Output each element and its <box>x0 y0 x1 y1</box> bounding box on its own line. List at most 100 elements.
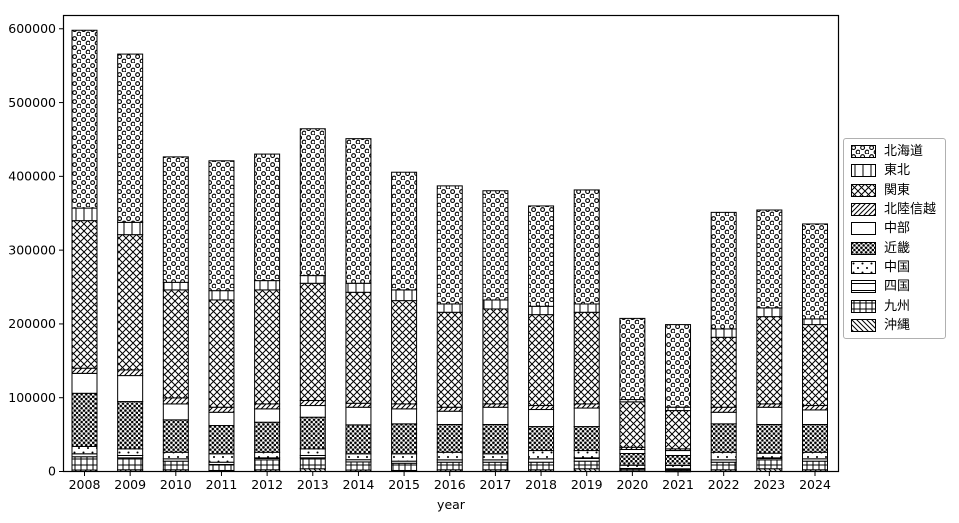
legend-item: 中部 <box>851 219 936 238</box>
bar-segment-2009-近畿 <box>117 401 144 450</box>
bar-segment-2023-関東 <box>756 316 783 405</box>
x-tick-label: 2008 <box>69 477 101 492</box>
legend-label: 中部 <box>884 221 911 237</box>
bar-segment-2018-九州 <box>528 461 555 471</box>
bar-segment-2020-近畿 <box>619 452 646 466</box>
bar-segment-2018-北陸信越 <box>528 405 555 411</box>
legend-item: 中国 <box>851 258 936 277</box>
bar-segment-2024-九州 <box>802 460 828 471</box>
bar-segment-2009-中部 <box>117 375 144 403</box>
bar-segment-2012-中国 <box>254 451 281 459</box>
x-axis-title: year <box>437 497 466 512</box>
bar-segment-2024-中部 <box>802 409 828 425</box>
bar-segment-2016-近畿 <box>436 423 463 453</box>
bar-segment-2014-東北 <box>345 282 372 293</box>
bar-segment-2022-北陸信越 <box>710 406 737 413</box>
axes-group: 2008 2009 2010 2011 2012 2013 2014 2015 2016 2017… <box>8 14 840 512</box>
legend-hatch-swatch <box>851 318 876 332</box>
legend-item: 北陸信越 <box>851 200 936 219</box>
bar-segment-2010-近畿 <box>162 419 189 453</box>
bar-segment-2008-北海道 <box>71 29 98 209</box>
bar-segment-2010-北陸信越 <box>162 397 189 405</box>
legend-label: 北海道 <box>884 144 924 160</box>
bar-segment-2009-中国 <box>117 448 144 456</box>
x-tick-label: 2014 <box>343 477 375 492</box>
bar-segment-2010-中部 <box>162 403 189 421</box>
bar-segment-2008-九州 <box>71 456 98 471</box>
legend-hatch-swatch <box>851 241 876 255</box>
bar-segment-2019-中部 <box>573 407 600 428</box>
bar-segment-2015-東北 <box>391 289 418 302</box>
bar-segment-2012-北陸信越 <box>254 403 281 410</box>
bar-segment-2011-北陸信越 <box>208 406 235 413</box>
bar-segment-2016-九州 <box>436 461 463 471</box>
bar-segment-2023-中国 <box>756 452 783 459</box>
x-tick-label: 2020 <box>616 477 648 492</box>
bar-segment-2021-近畿 <box>665 454 692 467</box>
bar-segment-2009-関東 <box>117 234 144 371</box>
bar-segment-2022-中部 <box>710 411 737 425</box>
bar-segment-2015-近畿 <box>391 423 418 455</box>
bar-segment-2018-関東 <box>528 314 555 407</box>
bar-segment-2023-近畿 <box>756 423 783 454</box>
bar-segment-2008-東北 <box>71 207 98 222</box>
bar-segment-2010-中国 <box>162 451 189 460</box>
bar-segment-2020-中部 <box>619 449 646 454</box>
legend-hatch-swatch <box>851 145 876 159</box>
bar-segment-2016-関東 <box>436 311 463 408</box>
bar-segment-2016-中部 <box>436 410 463 425</box>
bar-segment-2017-中国 <box>482 453 509 461</box>
bar-segment-2011-関東 <box>208 299 235 408</box>
bar-segment-2024-関東 <box>802 324 828 407</box>
legend-hatch-swatch <box>851 280 876 294</box>
x-tick-label: 2012 <box>251 477 283 492</box>
bar-segment-2022-九州 <box>710 461 737 471</box>
bar-segment-2023-東北 <box>756 307 783 318</box>
bar-segment-2021-関東 <box>665 410 692 450</box>
x-tick-label: 2015 <box>388 477 420 492</box>
bar-segment-2021-北海道 <box>665 324 692 408</box>
bar-segment-2018-中国 <box>528 450 555 460</box>
legend-item: 四国 <box>851 277 936 296</box>
plot-border <box>62 14 840 473</box>
bar-segment-2014-近畿 <box>345 424 372 455</box>
bar-segment-2010-東北 <box>162 281 189 291</box>
legend-hatch-swatch <box>851 164 876 178</box>
bar-segment-2022-北海道 <box>710 211 737 330</box>
legend-hatch-swatch <box>851 260 876 274</box>
bar-segment-2012-北海道 <box>254 153 281 282</box>
legend-label: 四国 <box>884 279 911 295</box>
y-tick-label: 400000 <box>8 169 56 184</box>
x-tick-label: 2024 <box>799 477 831 492</box>
x-tick-label: 2011 <box>206 477 238 492</box>
bar-segment-2013-関東 <box>299 282 326 402</box>
legend-item: 関東 <box>851 181 936 200</box>
x-tick-label: 2013 <box>297 477 329 492</box>
bar-segment-2017-九州 <box>482 461 509 471</box>
legend-hatch-swatch <box>851 299 876 313</box>
bar-segment-2024-東北 <box>802 318 828 326</box>
bar-segment-2013-中国 <box>299 448 326 456</box>
bar-segment-2015-北陸信越 <box>391 403 418 410</box>
bar-segment-2023-中部 <box>756 406 783 425</box>
bar-segment-2021-中部 <box>665 450 692 456</box>
bar-segment-2014-関東 <box>345 291 372 404</box>
bar-segment-2013-近畿 <box>299 416 326 450</box>
bar-segment-2009-九州 <box>117 457 144 471</box>
bar-segment-2011-中国 <box>208 453 235 463</box>
bar-segment-2010-九州 <box>162 460 189 471</box>
bar-segment-2016-北海道 <box>436 185 463 305</box>
bar-segment-2012-九州 <box>254 459 281 471</box>
bar-segment-2023-北海道 <box>756 209 783 309</box>
x-tick-label: 2022 <box>708 477 740 492</box>
bar-segment-2017-東北 <box>482 299 509 310</box>
bar-segment-2012-近畿 <box>254 421 281 453</box>
bar-segment-2019-関東 <box>573 311 600 405</box>
legend-item: 九州 <box>851 296 936 315</box>
bar-segment-2011-東北 <box>208 290 235 301</box>
bar-segment-2016-北陸信越 <box>436 406 463 412</box>
x-tick-label: 2019 <box>571 477 603 492</box>
bar-segment-2011-近畿 <box>208 425 235 455</box>
legend-label: 九州 <box>884 298 911 314</box>
